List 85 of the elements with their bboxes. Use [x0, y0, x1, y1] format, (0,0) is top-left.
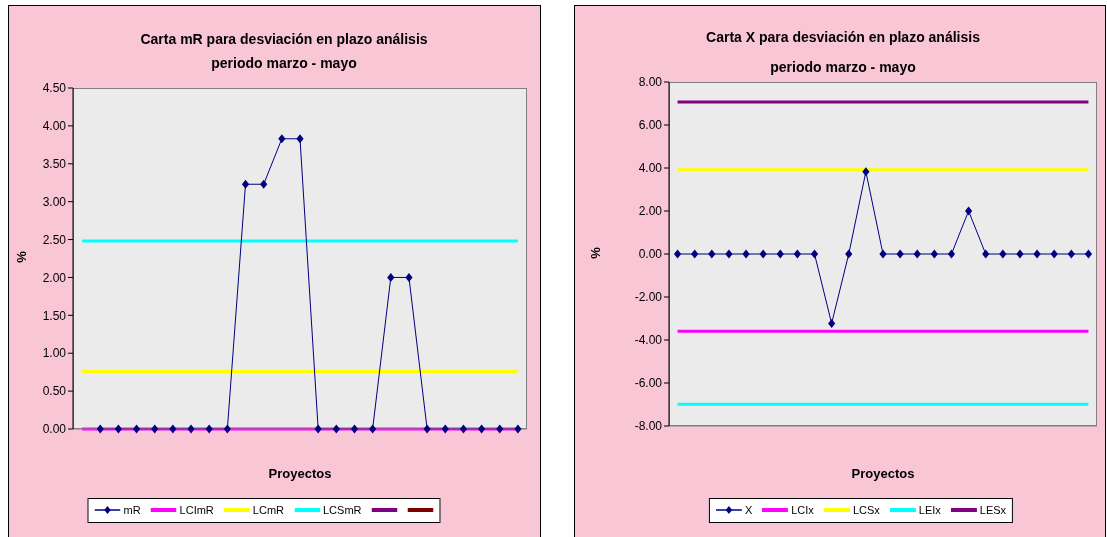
point — [793, 249, 801, 259]
legend-label: LEIx — [918, 504, 941, 516]
x-axis-title: Proyectos — [268, 466, 332, 481]
point — [673, 249, 682, 259]
point — [350, 424, 359, 434]
point — [965, 206, 973, 216]
point — [459, 424, 468, 434]
point — [930, 249, 938, 259]
point — [423, 424, 431, 434]
point — [332, 424, 340, 434]
y-tick-label: 4.00 — [638, 161, 663, 176]
point — [478, 424, 486, 434]
legend-label: LCIx — [791, 504, 814, 516]
y-tick-label: 2.00 — [638, 204, 663, 219]
point — [708, 249, 716, 259]
y-tick-label: 2.00 — [42, 270, 67, 285]
point — [132, 424, 141, 434]
legend-label: LCSmR — [323, 504, 362, 516]
point — [947, 249, 956, 259]
y-axis-title: % — [13, 251, 29, 263]
point — [96, 424, 104, 434]
point — [759, 249, 767, 259]
chart-title: Carta X para desviación en plazo análisis — [706, 29, 980, 45]
y-tick-label: -4.00 — [634, 333, 663, 348]
point — [742, 249, 750, 259]
legend-label: LCSx — [852, 504, 880, 516]
point — [405, 272, 413, 282]
y-tick-label: 1.50 — [42, 308, 67, 323]
legend-label: LESx — [979, 504, 1007, 516]
point — [1050, 249, 1058, 259]
point — [845, 249, 853, 259]
y-tick-label: 0.00 — [42, 422, 67, 437]
point — [862, 167, 870, 177]
point — [1016, 249, 1024, 259]
point — [828, 318, 836, 328]
chart-title: Carta mR para desviación en plazo análisis — [140, 31, 428, 47]
legend-label: LCmR — [252, 504, 284, 516]
point — [441, 424, 449, 434]
point — [982, 249, 990, 259]
y-tick-label: 4.50 — [42, 81, 67, 96]
y-tick-label: 2.50 — [42, 232, 67, 247]
point — [896, 249, 904, 259]
point — [776, 249, 784, 259]
y-tick-label: 6.00 — [638, 118, 663, 133]
y-tick-label: -2.00 — [634, 290, 663, 305]
point — [879, 249, 887, 259]
y-tick-label: 1.00 — [42, 346, 67, 361]
chart-subtitle: periodo marzo - mayo — [770, 59, 916, 75]
point — [496, 424, 504, 434]
y-axis-title: % — [587, 247, 603, 259]
legend-label: LCImR — [179, 504, 214, 516]
y-tick-label: 8.00 — [638, 75, 663, 90]
y-tick-label: 3.50 — [42, 157, 67, 172]
point — [725, 249, 733, 259]
point — [151, 424, 159, 434]
y-tick-label: -6.00 — [634, 376, 663, 391]
y-tick-label: 0.00 — [638, 247, 663, 262]
y-tick-label: 3.00 — [42, 194, 67, 209]
point — [810, 249, 819, 259]
legend-label: mR — [123, 504, 141, 516]
point — [387, 272, 395, 282]
chart-subtitle: periodo marzo - mayo — [211, 55, 357, 71]
point — [187, 424, 195, 434]
point — [999, 249, 1007, 259]
point — [1033, 249, 1041, 259]
point — [205, 424, 213, 434]
y-tick-label: 0.50 — [42, 384, 67, 399]
point — [169, 424, 177, 434]
point — [314, 424, 322, 434]
point — [691, 249, 699, 259]
point — [278, 134, 286, 144]
point — [241, 179, 250, 189]
legend-label: X — [744, 504, 753, 516]
point — [296, 134, 304, 144]
point — [514, 424, 522, 434]
point — [1084, 249, 1093, 259]
point — [223, 424, 231, 434]
point — [369, 424, 377, 434]
point — [1067, 249, 1075, 259]
point — [114, 424, 122, 434]
y-tick-label: -8.00 — [634, 419, 663, 434]
y-tick-label: 4.00 — [42, 119, 67, 134]
x-axis-title: Proyectos — [851, 466, 915, 481]
point — [260, 179, 268, 189]
point — [913, 249, 921, 259]
